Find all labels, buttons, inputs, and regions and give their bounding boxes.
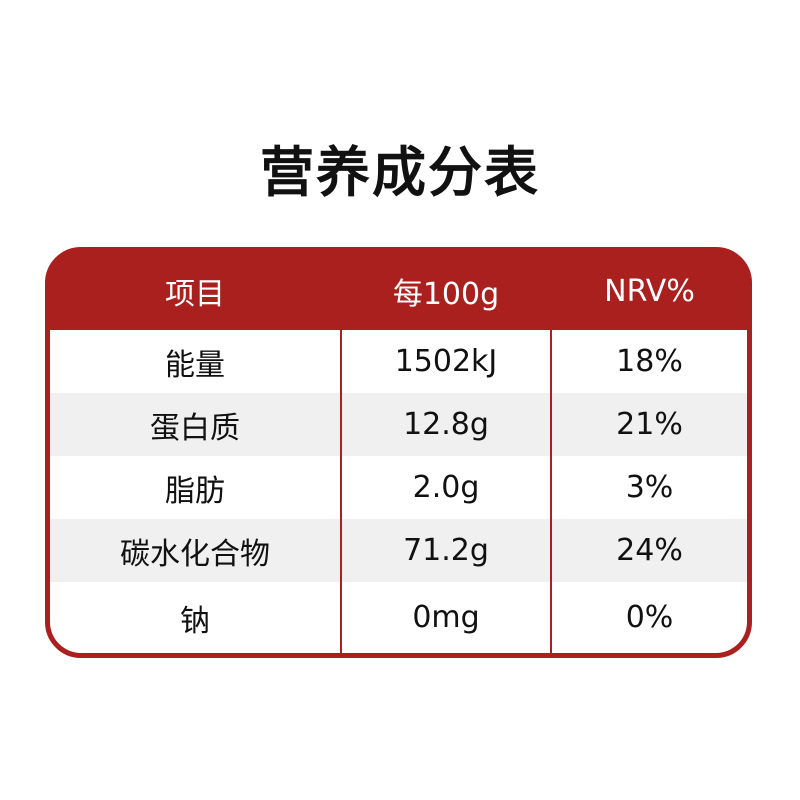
cell-per-100g: 71.2g <box>340 519 552 582</box>
table-header: 项目 每100g NRV% <box>50 252 747 330</box>
table-body: 能量 1502kJ 18% 蛋白质 12.8g 21% 脂肪 2.0g 3% 碳水化合物 71.2g… <box>50 330 747 653</box>
header-item: 项目 <box>165 277 225 312</box>
cell-per-100g: 12.8g <box>340 393 552 456</box>
table-row: 碳水化合物 71.2g 24% <box>50 519 747 582</box>
cell-item: 碳水化合物 <box>120 536 270 572</box>
cell-per-100g: 2.0g <box>340 456 552 519</box>
header-nrv: NRV% <box>604 273 695 309</box>
cell-nrv: 0% <box>625 600 674 635</box>
cell-item: 能量 <box>165 347 225 383</box>
cell-per-100g: 0mg <box>340 582 552 653</box>
nutrition-table: 项目 每100g NRV% 能量 1502kJ 18% 蛋白质 12.8g 21% 脂肪 2.… <box>45 247 752 658</box>
table-row: 蛋白质 12.8g 21% <box>50 393 747 456</box>
cell-nrv: 3% <box>625 470 674 505</box>
cell-nrv: 24% <box>616 533 683 568</box>
cell-nrv: 21% <box>616 407 683 442</box>
table-row: 钠 0mg 0% <box>50 582 747 653</box>
cell-per-100g: 1502kJ <box>340 330 552 393</box>
header-per-100g: 每100g <box>392 277 500 312</box>
cell-item: 脂肪 <box>165 473 225 509</box>
table-row: 脂肪 2.0g 3% <box>50 456 747 519</box>
table-row: 能量 1502kJ 18% <box>50 330 747 393</box>
page-title: 营养成分表 <box>260 141 540 204</box>
cell-nrv: 18% <box>616 344 683 379</box>
cell-item: 钠 <box>180 603 210 639</box>
cell-item: 蛋白质 <box>150 410 240 446</box>
